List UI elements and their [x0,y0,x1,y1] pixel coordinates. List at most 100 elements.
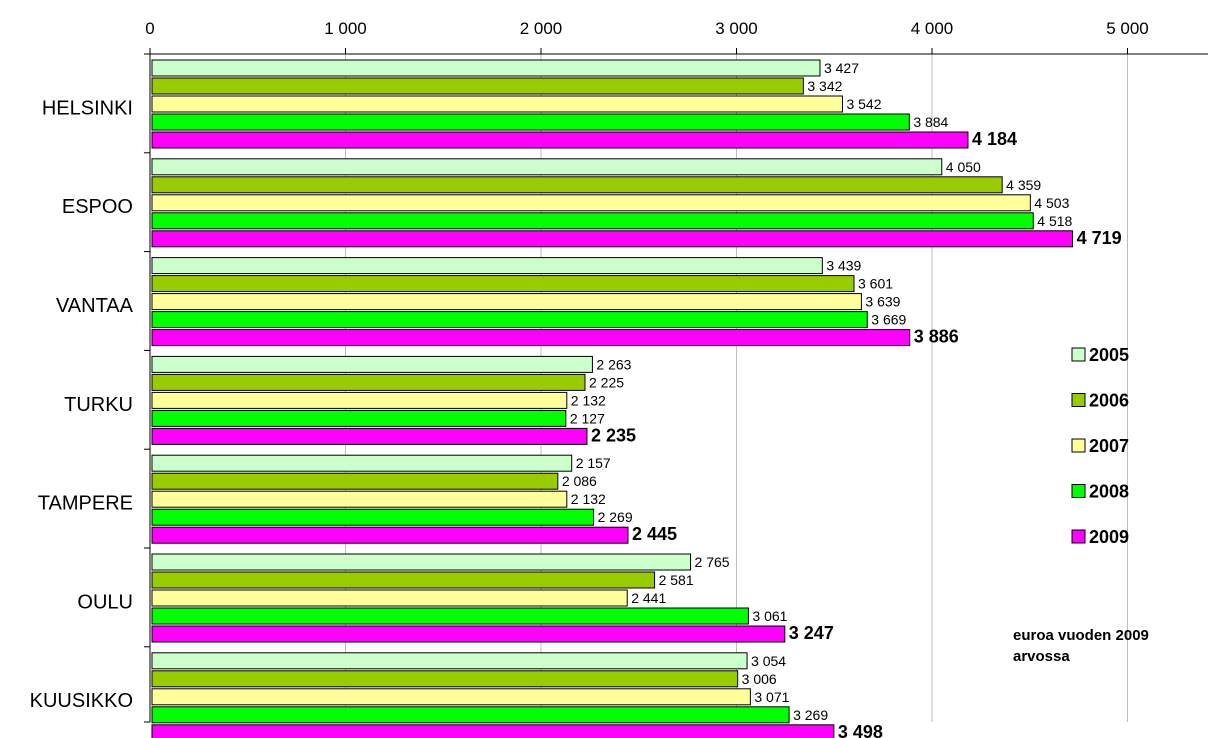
bar [151,275,855,293]
legend-label: 2007 [1089,436,1129,456]
bar [151,670,739,688]
data-label: 4 359 [1006,177,1041,193]
legend-swatch [1071,484,1086,498]
axes: HELSINKI ESPOO VANTAA TURKU TAMPERE OULU KUUSI… [30,19,1208,723]
bar [151,652,748,670]
bar [151,194,1031,212]
data-label: 3 247 [789,623,834,643]
bar [151,373,586,391]
data-label: 3 498 [838,722,883,738]
legend-swatch [1071,438,1086,453]
bar [151,607,749,625]
data-label: 4 184 [972,129,1017,149]
data-label: 4 518 [1037,213,1072,229]
data-label: 3 054 [751,653,786,669]
category-label: ESPOO [62,196,133,218]
data-label: 3 542 [846,96,881,112]
data-label: 3 884 [913,114,948,130]
bar [151,454,573,472]
bar [151,688,751,706]
bar [151,59,821,77]
bar [151,724,835,738]
data-label: 3 269 [793,707,828,723]
legend-swatch [1071,347,1086,362]
data-label: 2 269 [598,509,633,525]
data-label: 2 765 [695,554,730,570]
legend-swatch [1071,393,1086,407]
legend-label: 2006 [1089,391,1129,411]
bar [151,553,692,571]
bar [151,158,943,176]
bar [151,706,790,724]
data-label: 3 601 [858,276,893,292]
bar [151,257,823,275]
data-label: 2 445 [632,524,677,544]
data-label: 3 669 [871,312,906,328]
bar [151,95,843,113]
legend-label: 2009 [1089,527,1129,547]
data-label: 3 439 [826,258,861,274]
data-label: 2 441 [631,590,666,606]
data-label: 3 006 [742,671,777,687]
x-tick-label: 4 000 [911,19,954,38]
bar [151,526,629,544]
bar [151,77,804,95]
legend-swatch [1071,529,1086,544]
data-label: 2 086 [562,473,597,489]
legend-label: 2008 [1089,482,1129,502]
bar [151,490,568,508]
bar [151,311,868,329]
legend-label: 2005 [1089,345,1129,365]
bar [151,176,1003,194]
bar [151,329,911,347]
data-label: 4 719 [1077,228,1122,248]
bar [151,427,588,445]
bar [151,113,910,131]
annotation-text: arvossa [1013,648,1070,665]
annotation: euroa vuoden 2009 arvossa [1013,627,1149,665]
x-tick-label: 2 000 [520,19,563,38]
data-label: 2 127 [570,410,605,426]
category-label: TURKU [64,394,133,416]
bar [151,409,567,427]
x-tick-label: 3 000 [715,19,758,38]
data-label: 2 581 [659,572,694,588]
bar [151,212,1034,230]
x-tick-label: 1 000 [324,19,367,38]
data-label: 3 071 [754,689,789,705]
data-label: 2 157 [576,455,611,471]
bar [151,131,969,149]
bar [151,508,595,526]
data-label: 3 886 [914,327,959,347]
bar [151,589,628,607]
data-label: 2 235 [591,425,636,445]
bar [151,355,593,373]
data-label: 2 263 [596,356,631,372]
data-label: 3 639 [865,294,900,310]
x-tick-label: 5 000 [1106,19,1149,38]
data-label: 3 342 [807,78,842,94]
category-label: KUUSIKKO [30,690,133,712]
legend: 2005 2006 2007 2008 2009 [1071,345,1129,547]
bar [151,293,862,311]
bar [151,625,786,643]
data-label: 4 050 [946,159,981,175]
annotation-text: euroa vuoden 2009 [1013,627,1149,644]
category-label: TAMPERE [38,493,133,515]
bars [151,59,1074,738]
bar [151,230,1074,248]
data-label: 2 132 [571,392,606,408]
data-label: 3 427 [824,60,859,76]
bar [151,571,656,589]
bar [151,472,559,490]
data-label: 3 061 [752,608,787,624]
data-label: 2 225 [589,374,624,390]
x-tick-label: 0 [145,19,154,38]
category-label: VANTAA [56,295,134,317]
bar [151,391,568,409]
data-label: 2 132 [571,491,606,507]
data-label: 4 503 [1034,195,1069,211]
category-label: OULU [77,591,133,613]
